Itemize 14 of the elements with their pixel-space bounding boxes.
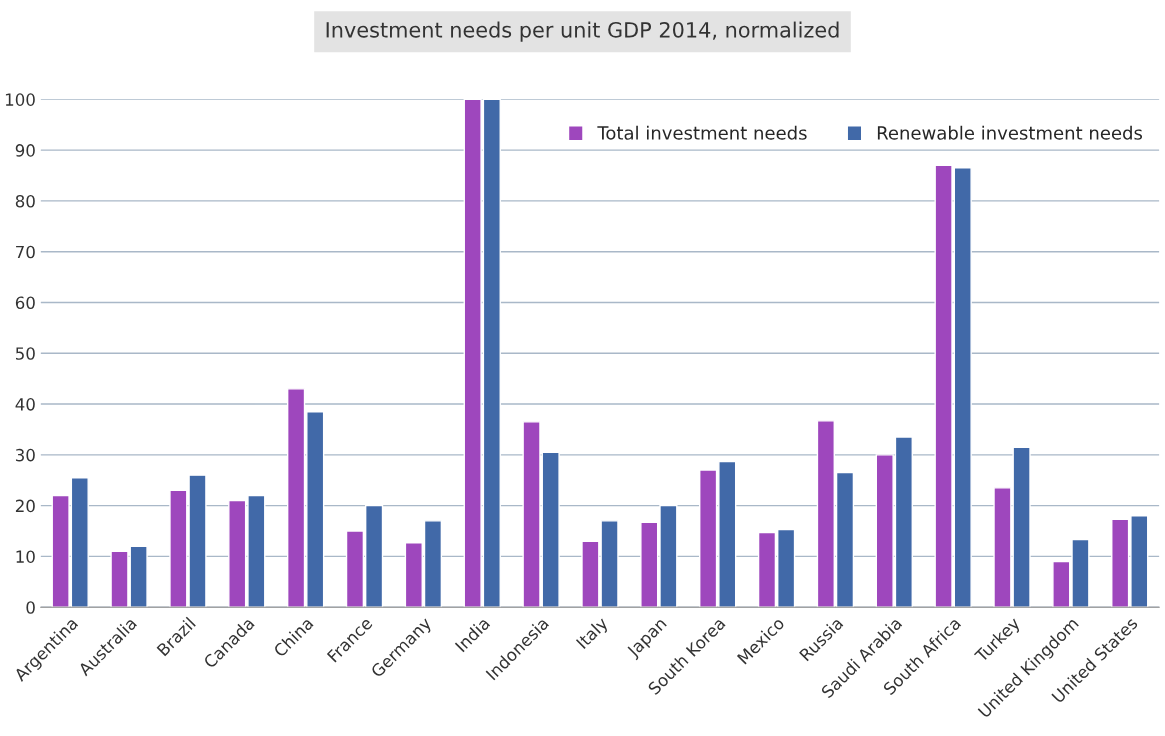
y-tick-label: 40: [15, 398, 35, 411]
y-tick-label: 90: [15, 144, 35, 157]
y-tick-label: 20: [15, 499, 35, 513]
y-tick-label: 0: [26, 601, 35, 614]
y-tick-label: 60: [15, 296, 35, 310]
chart-title: Investment needs per unit GDP 2014, normalized: [326, 21, 839, 42]
y-tick-label: 30: [15, 448, 35, 462]
y-tick-label: 50: [15, 347, 35, 360]
y-tick-label: 100: [5, 93, 35, 106]
y-tick-label: 10: [16, 550, 35, 563]
legend-label: Total investment needs: [597, 125, 807, 140]
y-tick-label: 80: [15, 194, 35, 208]
y-tick-label: 70: [16, 245, 35, 259]
legend-label: Renewable investment needs: [877, 125, 1143, 140]
